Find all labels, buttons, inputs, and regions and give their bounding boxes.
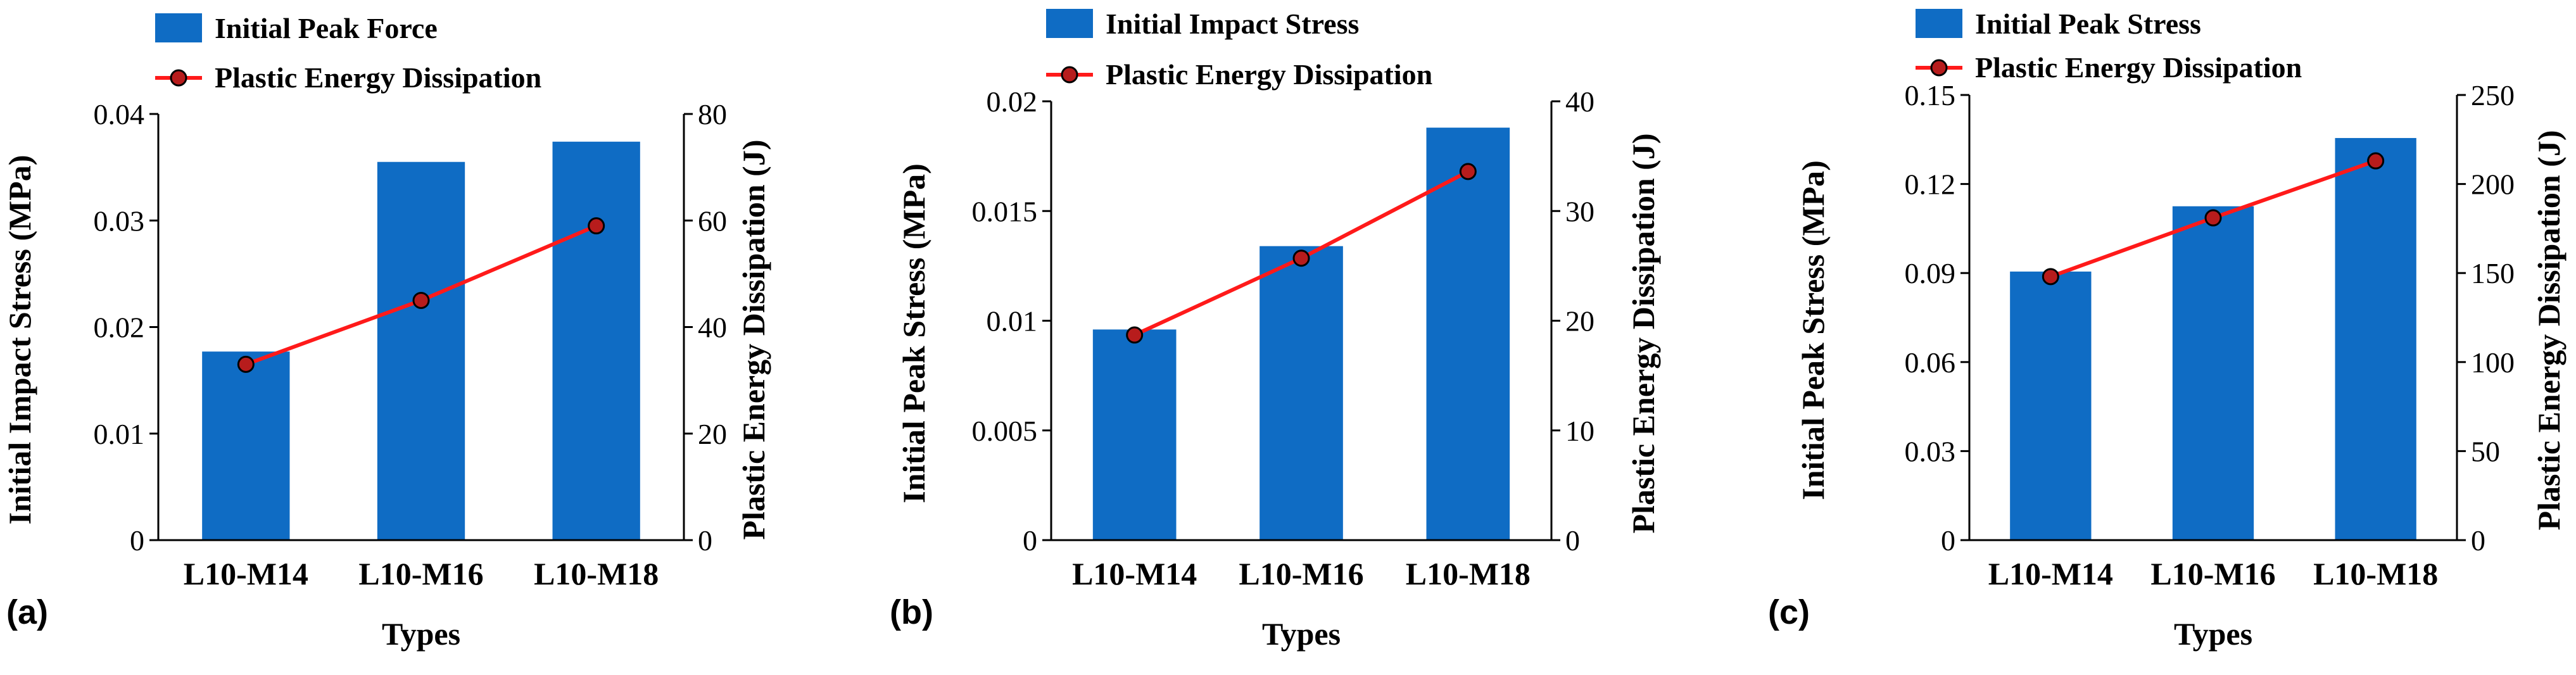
- y-tick-label: 0.06: [1905, 346, 1956, 379]
- x-tick-label: L10-M16: [1239, 556, 1363, 591]
- legend-line-marker: [170, 69, 187, 87]
- y2-axis-label: Plastic Energy Dissipation (J): [736, 140, 771, 540]
- y-tick-label: 0.015: [972, 195, 1038, 227]
- energy-point-l10-m16: [1292, 249, 1310, 267]
- x-tick-label: L10-M14: [184, 556, 308, 591]
- y-tick-label: 0.03: [1905, 435, 1956, 467]
- y2-tick-label: 150: [2471, 257, 2515, 289]
- y-axis-label: Initial Peak Stress (MPa): [1795, 160, 1831, 500]
- energy-point-l10-m18: [1459, 163, 1477, 180]
- y-axis-label: Initial Impact Stress (MPa): [2, 155, 37, 525]
- energy-point-l10-m18: [588, 217, 605, 235]
- y2-tick-label: 40: [698, 312, 727, 344]
- y-tick-label: 0.005: [972, 415, 1038, 447]
- energy-point-l10-m14: [1126, 326, 1144, 344]
- y-tick-label: 0.09: [1905, 257, 1956, 289]
- y2-tick-label: 0: [2471, 524, 2485, 557]
- x-axis-label: Types: [1262, 616, 1341, 652]
- y-tick-label: 0: [1023, 524, 1037, 557]
- bar-l10-m16: [377, 161, 465, 540]
- x-axis-label: Types: [382, 616, 460, 652]
- panel-label: (a): [6, 593, 48, 631]
- bar-l10-m14: [1092, 329, 1177, 540]
- energy-point-l10-m18: [2367, 152, 2385, 170]
- energy-point-l10-m16: [412, 291, 430, 309]
- y2-tick-label: 80: [698, 98, 727, 130]
- panel-label: (b): [890, 593, 933, 631]
- bar-l10-m18: [552, 141, 640, 540]
- y-tick-label: 0.01: [987, 305, 1038, 338]
- y-tick-label: 0.12: [1905, 168, 1956, 201]
- y2-tick-label: 250: [2471, 79, 2515, 111]
- y-axis-label: Initial Peak Stress (MPa): [896, 163, 931, 503]
- y-tick-label: 0: [130, 524, 144, 557]
- y-tick-label: 0.02: [987, 85, 1038, 118]
- bar-l10-m18: [1426, 127, 1510, 540]
- legend-line-marker: [1930, 59, 1948, 77]
- legend-bar-swatch: [1046, 9, 1093, 38]
- y2-axis-label: Plastic Energy Dissipation (J): [2531, 130, 2567, 531]
- legend-line-marker: [1061, 66, 1078, 84]
- y2-tick-label: 10: [1565, 415, 1594, 447]
- bar-l10-m14: [202, 351, 290, 540]
- y2-tick-label: 20: [698, 418, 727, 450]
- x-tick-label: L10-M18: [1406, 556, 1531, 591]
- energy-point-l10-m14: [237, 355, 255, 373]
- y-tick-label: 0: [1941, 524, 1955, 557]
- chart-panel-3: 0 0.03 0.06 0.09 0.12 0.15 0 50 100 150 200 250 L10-…: [1768, 8, 2567, 652]
- y-tick-label: 0.15: [1905, 79, 1956, 111]
- x-tick-label: L10-M18: [2313, 556, 2438, 591]
- y2-tick-label: 0: [698, 524, 712, 557]
- legend-line-label: Plastic Energy Dissipation: [215, 61, 541, 94]
- y2-tick-label: 50: [2471, 435, 2500, 467]
- y2-tick-label: 40: [1565, 85, 1594, 118]
- x-tick-label: L10-M18: [534, 556, 659, 591]
- legend-bar-label: Initial Impact Stress: [1106, 8, 1359, 40]
- legend-line-label: Plastic Energy Dissipation: [1106, 58, 1432, 91]
- y2-tick-label: 30: [1565, 195, 1594, 227]
- legend-bar-label: Initial Peak Force: [215, 12, 438, 44]
- y-tick-label: 0.01: [94, 418, 145, 450]
- bar-l10-m16: [2172, 206, 2254, 540]
- chart-panel-1: 0 0.01 0.02 0.03 0.04 0 20 40 60 80 L10-M14 L10-M16…: [2, 12, 771, 652]
- x-tick-label: L10-M16: [2150, 556, 2275, 591]
- bar-l10-m14: [2010, 271, 2092, 540]
- panel-label: (c): [1768, 593, 1810, 631]
- energy-point-l10-m14: [2042, 268, 2059, 286]
- y2-tick-label: 100: [2471, 346, 2515, 379]
- x-tick-label: L10-M14: [1988, 556, 2113, 591]
- y2-tick-label: 0: [1565, 524, 1580, 557]
- bar-l10-m18: [2335, 137, 2416, 540]
- bar-l10-m16: [1260, 246, 1343, 540]
- x-axis-label: Types: [2174, 616, 2252, 652]
- legend-bar-swatch: [1916, 9, 1962, 38]
- x-tick-label: L10-M14: [1072, 556, 1197, 591]
- y-tick-label: 0.02: [94, 312, 145, 344]
- y2-tick-label: 20: [1565, 305, 1594, 338]
- y2-axis-label: Plastic Energy Dissipation (J): [1626, 134, 1661, 534]
- chart-panel-2: 0 0.005 0.01 0.015 0.02 0 10 20 30 40 L10-M14 L10-M…: [890, 8, 1661, 652]
- y2-tick-label: 200: [2471, 168, 2515, 201]
- energy-point-l10-m16: [2204, 209, 2222, 227]
- y-tick-label: 0.03: [94, 205, 145, 237]
- x-tick-label: L10-M16: [358, 556, 483, 591]
- y2-tick-label: 60: [698, 205, 727, 237]
- legend-bar-swatch: [155, 13, 202, 42]
- legend-line-label: Plastic Energy Dissipation: [1975, 51, 2302, 84]
- y-tick-label: 0.04: [94, 98, 145, 130]
- legend-bar-label: Initial Peak Stress: [1975, 8, 2201, 40]
